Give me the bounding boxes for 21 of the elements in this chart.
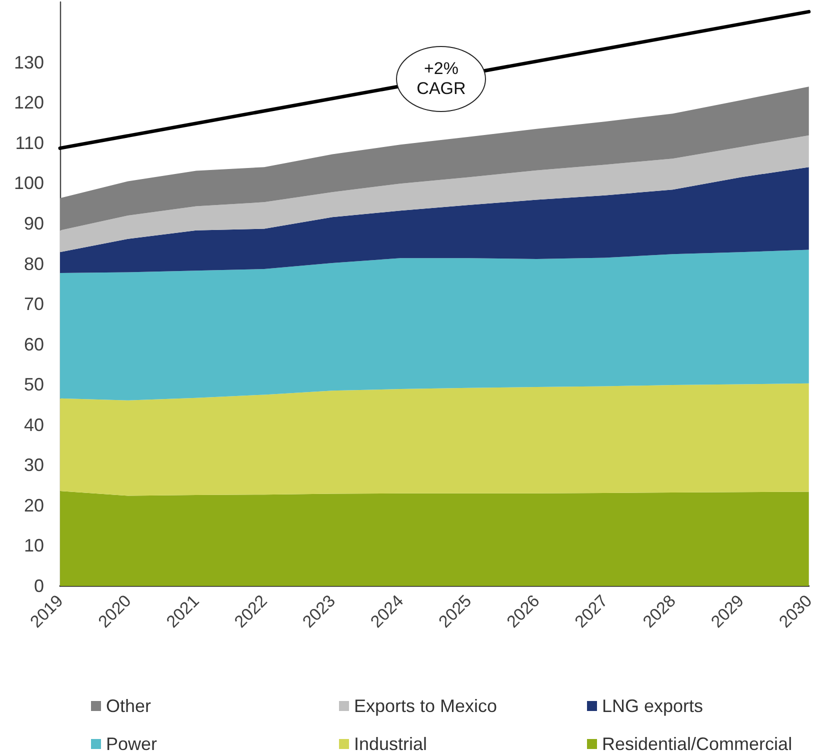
legend-label: Exports to Mexico [354,696,498,716]
y-tick-label: 50 [24,374,44,395]
y-tick-label: 0 [34,576,44,596]
y-tick-label: 110 [15,132,44,153]
y-tick-label: 120 [14,92,44,113]
legend-label: Power [106,734,158,754]
y-tick-label: 30 [24,455,44,476]
y-tick-label: 40 [24,414,44,435]
y-tick-label: 90 [24,214,44,234]
y-tick-label: 70 [24,294,44,314]
y-tick-label: 100 [14,173,44,194]
legend-label: Industrial [354,734,428,754]
legend-label: Residential/Commercial [602,734,792,754]
annotation: +2% CAGR [416,58,467,99]
y-tick-label: 60 [24,334,44,354]
y-tick-label: 20 [24,495,44,516]
y-tick-label: 80 [24,254,44,274]
y-tick-label: 130 [14,52,44,72]
legend-label: Other [106,696,152,716]
y-tick-label: 10 [24,536,44,556]
legend-label: LNG exports [602,696,704,716]
